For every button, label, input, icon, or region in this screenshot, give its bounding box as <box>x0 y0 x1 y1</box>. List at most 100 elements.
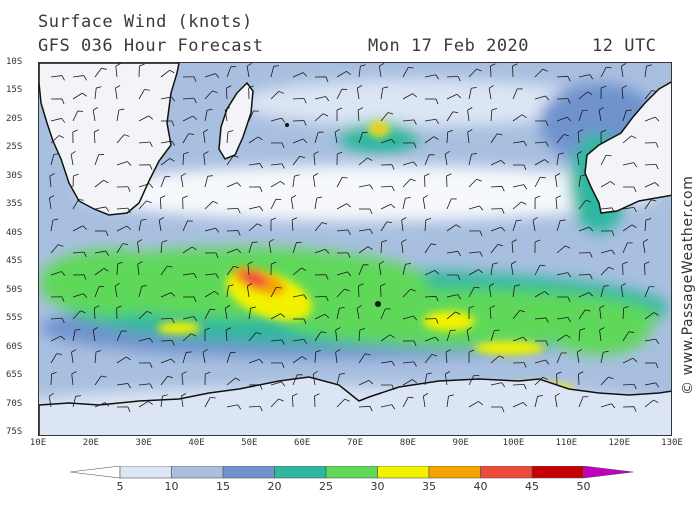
wind-barb <box>468 401 483 408</box>
legend-label: 30 <box>370 480 385 493</box>
wind-barb <box>490 133 503 144</box>
wind-barb <box>578 309 591 320</box>
wind-barb <box>72 310 86 320</box>
wind-barb <box>116 134 130 144</box>
wind-barb <box>159 195 166 210</box>
wind-barb <box>402 263 411 276</box>
wind-barb <box>225 85 232 100</box>
wind-barb <box>554 392 560 408</box>
wind-barb <box>512 383 527 390</box>
wind-barb <box>490 185 505 192</box>
wind-barb <box>490 262 498 276</box>
wind-barb <box>510 261 517 276</box>
wind-barb <box>620 282 626 298</box>
lat-label: 30S <box>6 170 23 181</box>
wind-barb <box>50 335 66 342</box>
wind-barb <box>578 252 593 258</box>
wind-barb <box>424 173 430 188</box>
australia-landmass <box>584 81 671 214</box>
wind-barb <box>358 184 374 190</box>
wind-barb <box>422 195 428 210</box>
wind-barb <box>578 199 592 210</box>
wind-barb <box>402 178 416 188</box>
wind-barb <box>600 285 609 298</box>
wind-barb <box>402 379 418 386</box>
wind-barb <box>293 318 307 325</box>
wind-barb <box>556 371 562 386</box>
wind-barb <box>50 296 65 302</box>
wind-barb <box>92 107 99 122</box>
wind-barb <box>644 338 659 344</box>
wind-barb <box>468 251 483 257</box>
wind-barb <box>600 129 607 144</box>
wind-barb <box>446 173 452 188</box>
wind-barb <box>50 371 57 386</box>
wind-barb <box>226 265 239 276</box>
wind-barb <box>270 217 277 232</box>
wind-barb <box>248 241 258 254</box>
wind-barb <box>622 261 628 276</box>
legend-label: 45 <box>525 480 539 493</box>
lat-label: 50S <box>6 284 23 295</box>
wind-barb <box>644 89 658 100</box>
wind-barb <box>380 239 387 254</box>
wind-barb <box>622 331 635 342</box>
color-legend-bar <box>70 466 634 479</box>
lon-label: 40E <box>188 438 205 448</box>
legend-swatch <box>171 466 224 479</box>
wind-barb <box>94 250 110 256</box>
wind-barb <box>160 240 168 254</box>
wind-barb <box>402 161 418 167</box>
wind-barb <box>335 327 341 342</box>
wind-barb <box>314 196 323 210</box>
island-kerguelen <box>375 301 381 307</box>
wind-barb <box>534 176 546 188</box>
wind-barb <box>578 273 593 280</box>
lat-label: 25S <box>6 142 23 153</box>
lon-label: 100E <box>502 438 525 448</box>
lon-label: 120E <box>608 438 630 448</box>
wind-barb <box>92 327 98 342</box>
wind-barb <box>50 353 63 364</box>
wind-barb <box>358 328 366 342</box>
wind-barb <box>138 218 147 232</box>
wind-barb <box>512 201 527 210</box>
wind-barb <box>645 362 659 369</box>
wind-barb <box>182 115 198 122</box>
legend-label: 40 <box>473 480 488 493</box>
wind-barb <box>160 158 175 166</box>
wind-barb <box>512 63 518 78</box>
wind-barb <box>204 200 218 210</box>
wind-barb <box>226 377 241 386</box>
wind-barb <box>314 222 328 232</box>
wind-barb <box>556 75 571 82</box>
wind-barb <box>358 64 366 78</box>
wind-barb <box>204 73 220 79</box>
wind-barb <box>94 154 105 166</box>
wind-barb <box>314 313 330 320</box>
wind-barb <box>116 207 131 214</box>
wind-barb <box>71 349 77 364</box>
wind-barb <box>116 406 131 413</box>
wind-barb <box>180 172 186 188</box>
wind-barb <box>358 131 368 144</box>
wind-barb <box>314 76 329 83</box>
wind-barb <box>488 283 495 298</box>
wind-barb <box>115 85 121 100</box>
wind-barb <box>600 403 616 409</box>
legend-swatch <box>70 466 121 479</box>
wind-barb <box>622 406 637 412</box>
wind-barb <box>336 203 352 210</box>
wind-barb <box>204 371 211 386</box>
lat-label: 70S <box>6 398 23 409</box>
wind-barb <box>248 85 254 100</box>
wind-barb <box>160 140 176 146</box>
wind-barb <box>292 97 307 104</box>
wind-barb <box>161 120 175 127</box>
lon-label: 30E <box>135 438 152 448</box>
wind-barb <box>138 164 153 170</box>
wind-barb <box>313 151 319 166</box>
wind-barb <box>116 108 125 122</box>
lat-label: 60S <box>6 341 23 352</box>
wind-barb <box>534 317 549 323</box>
